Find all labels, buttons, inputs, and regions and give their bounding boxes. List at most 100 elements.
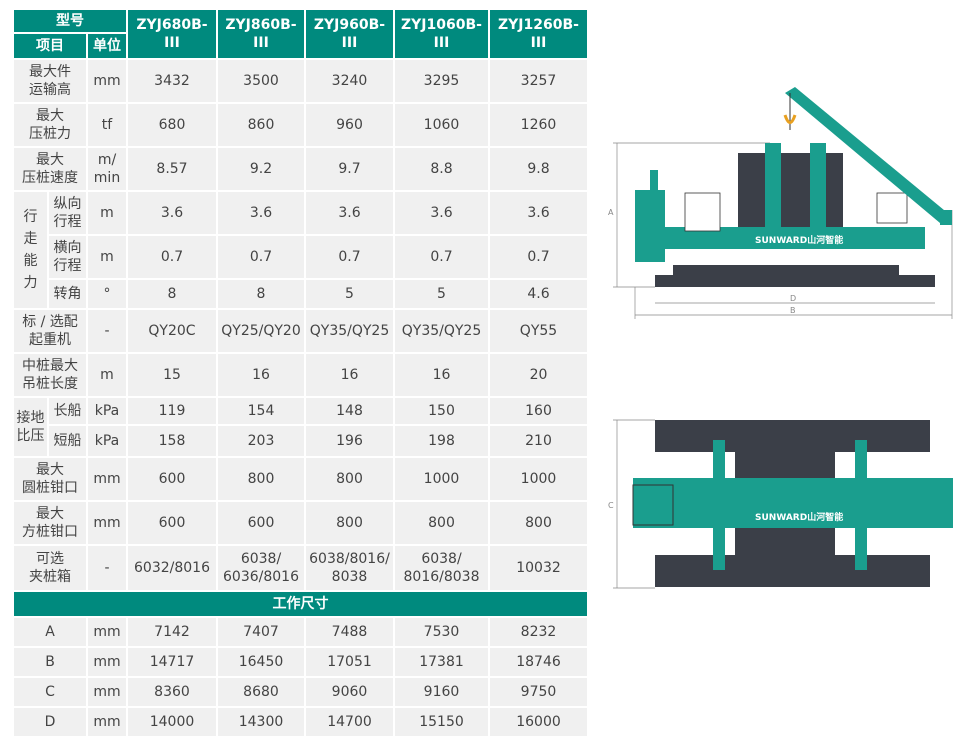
dim-label-c: C xyxy=(608,501,614,510)
travel-group-label: 行走能力 xyxy=(23,209,38,291)
model-header: ZYJ680B- III xyxy=(126,8,218,60)
cell-value: 3.6 xyxy=(488,190,589,236)
row-label: 最大件 运输高 xyxy=(12,58,88,104)
cell-value: 6038/8016/8038 xyxy=(304,544,395,592)
cell-value: 8232 xyxy=(488,616,589,648)
cell-value: 198 xyxy=(393,424,490,458)
row-label: 横向 行程 xyxy=(47,234,88,280)
cell-value: 160 xyxy=(488,396,589,426)
table-row: 转角 ° 8 8 5 5 4.6 xyxy=(13,278,589,310)
cell-value: QY20C xyxy=(126,308,218,354)
cell-value: 8360 xyxy=(126,676,218,708)
dim-label-b: B xyxy=(790,306,796,315)
model-header: ZYJ1060B- III xyxy=(393,8,490,60)
table-row: 行走能力 纵向 行程 m 3.6 3.6 3.6 3.6 3.6 xyxy=(12,190,589,310)
row-unit: mm xyxy=(86,616,128,648)
cell-value: 0.7 xyxy=(488,234,589,280)
cell-value: 17051 xyxy=(304,646,395,678)
dim-label: D xyxy=(12,706,88,738)
unit-label: 单位 xyxy=(86,32,128,60)
cell-value: 9.2 xyxy=(216,146,306,192)
row-label: 最大 圆桩钳口 xyxy=(12,456,88,502)
header-row: 项目 单位 xyxy=(12,32,588,60)
row-label: 纵向 行程 xyxy=(47,190,88,236)
cell-value: 600 xyxy=(126,500,218,546)
model-label: 型号 xyxy=(12,8,128,34)
cell-value: 600 xyxy=(126,456,218,502)
cell-value: 9.8 xyxy=(488,146,589,192)
cell-value: QY35/QY25 xyxy=(304,308,395,354)
model-header: ZYJ1260B- III xyxy=(488,8,589,60)
cell-value: QY25/QY20 xyxy=(216,308,306,354)
cell-value: 17381 xyxy=(393,646,490,678)
row-label: 最大 压桩速度 xyxy=(12,146,88,192)
cell-value: 800 xyxy=(393,500,490,546)
model-header: ZYJ960B- III xyxy=(304,8,395,60)
cell-value: 4.6 xyxy=(488,278,589,310)
row-unit: kPa xyxy=(86,424,128,458)
row-unit: m xyxy=(86,190,128,236)
model-header: ZYJ860B- III xyxy=(216,8,306,60)
side-view-drawing: A D B SUNWARD山河智能 xyxy=(608,87,953,319)
cell-value: 14300 xyxy=(216,706,306,738)
table-row: 横向 行程 m 0.7 0.7 0.7 0.7 0.7 xyxy=(13,234,589,280)
cell-value: 7407 xyxy=(216,616,306,648)
row-unit: tf xyxy=(86,102,128,148)
dim-label-d: D xyxy=(790,294,796,303)
table-row: 最大件 运输高 mm 3432 3500 3240 3295 3257 xyxy=(12,58,589,104)
row-label: 短船 xyxy=(47,424,88,458)
cell-value: 3500 xyxy=(216,58,306,104)
cell-value: 860 xyxy=(216,102,306,148)
travel-group-cell: 行走能力 xyxy=(12,190,49,310)
cell-value: 148 xyxy=(304,396,395,426)
cell-value: 3257 xyxy=(488,58,589,104)
cell-value: 14717 xyxy=(126,646,218,678)
row-label: 标 / 选配 起重机 xyxy=(12,308,88,354)
cell-value: 6038/6036/8016 xyxy=(216,544,306,592)
cell-value: 15150 xyxy=(393,706,490,738)
table-row: 短船 kPa 158 203 196 198 210 xyxy=(13,424,589,458)
row-unit: m xyxy=(86,234,128,280)
row-label: 长船 xyxy=(47,396,88,426)
brand-logo-top: SUNWARD山河智能 xyxy=(755,511,843,523)
cell-value: 16000 xyxy=(488,706,589,738)
cell-value: 16450 xyxy=(216,646,306,678)
row-unit: mm xyxy=(86,676,128,708)
row-label: 转角 xyxy=(47,278,88,310)
cell-value: 800 xyxy=(304,456,395,502)
cell-value: 196 xyxy=(304,424,395,458)
cell-value: 1060 xyxy=(393,102,490,148)
cell-value: 9160 xyxy=(393,676,490,708)
cell-value: 8.57 xyxy=(126,146,218,192)
cell-value: 10032 xyxy=(488,544,589,592)
cell-value: 14700 xyxy=(304,706,395,738)
cell-value: 8 xyxy=(126,278,218,310)
cell-value: 7530 xyxy=(393,616,490,648)
cell-value: 3240 xyxy=(304,58,395,104)
cell-value: 154 xyxy=(216,396,306,426)
dim-label: B xyxy=(12,646,88,678)
cell-value: 3.6 xyxy=(216,190,306,236)
cell-value: 800 xyxy=(488,500,589,546)
row-label: 最大 方桩钳口 xyxy=(12,500,88,546)
table-row: 最大 压桩力 tf 680 860 960 1060 1260 xyxy=(12,102,589,148)
cell-value: 680 xyxy=(126,102,218,148)
cell-value: 203 xyxy=(216,424,306,458)
cell-value: 8680 xyxy=(216,676,306,708)
top-view-drawing: C SUNWARD山河智能 xyxy=(608,419,953,589)
cell-value: 6032/8016 xyxy=(126,544,218,592)
cell-value: 6038/8016/8038 xyxy=(393,544,490,592)
cell-value: 158 xyxy=(126,424,218,458)
cell-value: 5 xyxy=(304,278,395,310)
pressure-group-label: 接地 比压 xyxy=(12,396,49,458)
row-unit: kPa xyxy=(86,396,128,426)
cell-value: QY55 xyxy=(488,308,589,354)
cell-value: 7142 xyxy=(126,616,218,648)
dim-label: A xyxy=(12,616,88,648)
cell-value: 119 xyxy=(126,396,218,426)
cell-value: 8 xyxy=(216,278,306,310)
cell-value: 7488 xyxy=(304,616,395,648)
